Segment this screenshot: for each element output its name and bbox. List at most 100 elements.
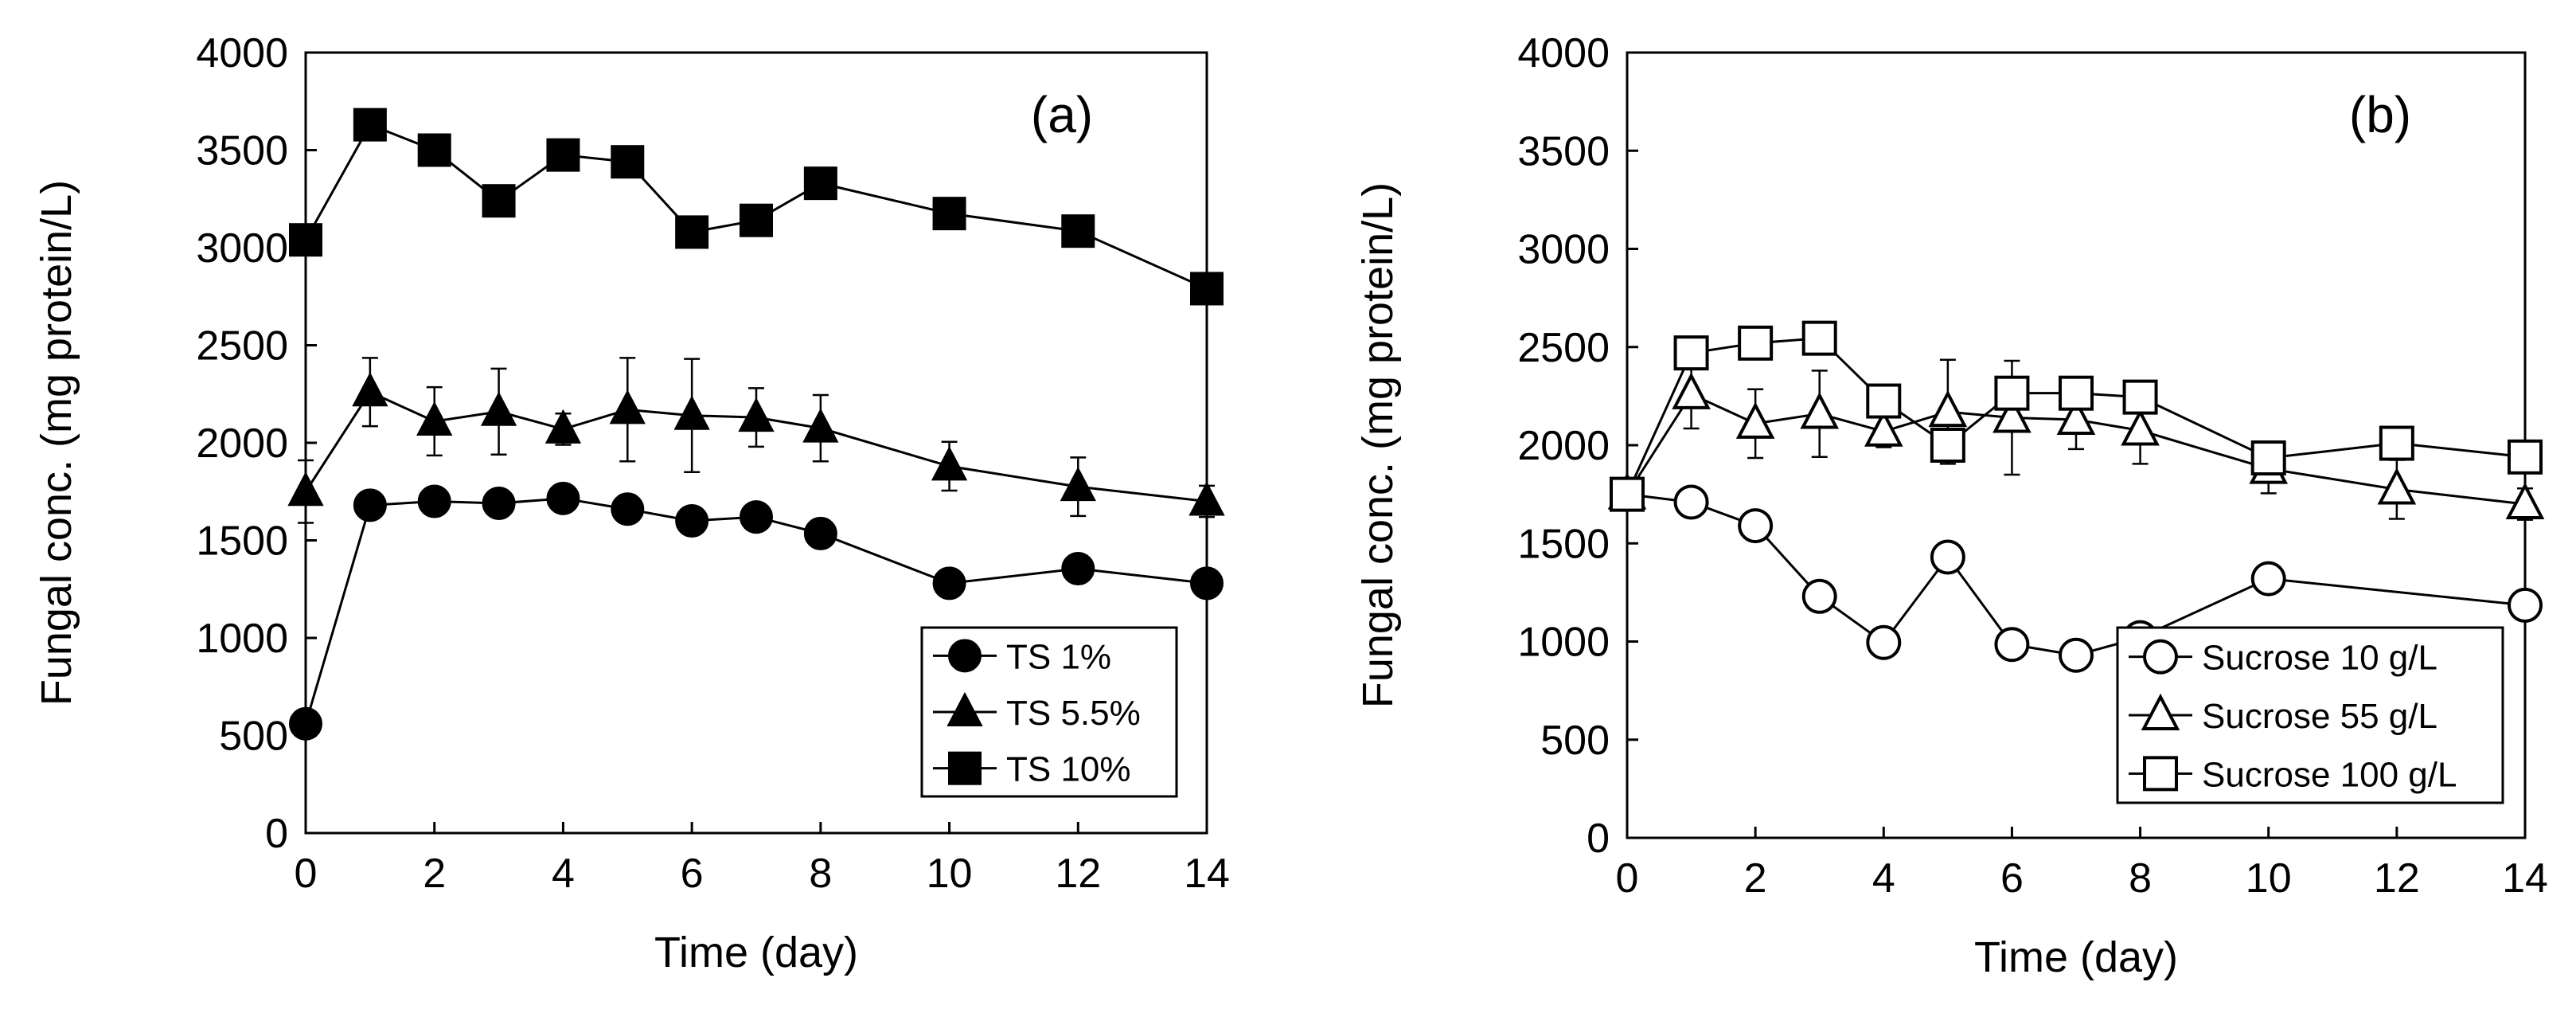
data-point bbox=[1801, 320, 1837, 356]
data-point bbox=[1190, 272, 1224, 306]
data-point bbox=[352, 372, 388, 407]
legend-label: Sucrose 10 g/L bbox=[2202, 639, 2437, 678]
data-point bbox=[2508, 587, 2543, 623]
data-point bbox=[1610, 476, 1645, 512]
x-tick-label: 10 bbox=[927, 851, 973, 897]
series-ts-1- bbox=[289, 481, 1224, 741]
data-point bbox=[1738, 508, 1774, 544]
x-tick-label: 4 bbox=[552, 851, 575, 897]
data-point bbox=[740, 500, 773, 534]
data-point bbox=[2250, 440, 2286, 476]
x-tick-label: 6 bbox=[681, 851, 704, 897]
data-point bbox=[2505, 482, 2545, 519]
legend-label: Sucrose 55 g/L bbox=[2202, 697, 2437, 736]
x-axis-title: Time (day) bbox=[654, 929, 858, 976]
x-tick-label: 0 bbox=[295, 851, 318, 897]
data-point bbox=[1735, 401, 1775, 439]
y-tick-label: 3500 bbox=[1517, 128, 1610, 174]
y-tick-label: 1500 bbox=[1517, 521, 1610, 567]
data-point bbox=[1738, 325, 1774, 361]
data-point bbox=[1928, 389, 1968, 428]
x-tick-label: 8 bbox=[2129, 855, 2152, 902]
data-point bbox=[1673, 484, 1709, 520]
data-point bbox=[803, 166, 837, 201]
data-point bbox=[2379, 425, 2414, 461]
x-tick-label: 2 bbox=[423, 851, 446, 897]
legend-marker bbox=[2141, 693, 2180, 730]
data-point bbox=[1061, 552, 1095, 586]
data-point bbox=[740, 203, 773, 237]
y-tick-label: 2500 bbox=[196, 323, 288, 370]
data-point bbox=[611, 145, 645, 179]
series-ts-5-5- bbox=[287, 357, 1225, 524]
y-axis-title: Fungal conc. (mg protein/L) bbox=[1354, 182, 1402, 708]
x-tick-label: 12 bbox=[1055, 851, 1101, 897]
series-ts-10- bbox=[289, 108, 1224, 306]
panel-label: (a) bbox=[1031, 86, 1093, 143]
legend-label: TS 5.5% bbox=[1006, 694, 1141, 733]
data-point bbox=[1866, 624, 1902, 660]
x-tick-label: 0 bbox=[1616, 855, 1639, 902]
data-point bbox=[2250, 561, 2286, 597]
data-point bbox=[1930, 428, 1965, 463]
legend-marker bbox=[946, 691, 983, 726]
x-tick-label: 4 bbox=[1872, 855, 1895, 902]
data-point bbox=[482, 486, 516, 520]
x-axis-title: Time (day) bbox=[1974, 933, 2178, 981]
data-point bbox=[1061, 214, 1095, 248]
x-tick-label: 6 bbox=[2000, 855, 2024, 902]
data-point bbox=[546, 138, 580, 172]
chart-panel-a: 0 500 1000 1500 2000 2500 3000 3500 4000 0 2 4 6 8 10 1… bbox=[33, 30, 1230, 976]
data-point bbox=[417, 484, 451, 518]
data-point bbox=[1992, 396, 2032, 433]
data-point bbox=[417, 133, 451, 167]
legend-label: Sucrose 100 g/L bbox=[2202, 755, 2457, 794]
data-point bbox=[2377, 468, 2417, 505]
y-tick-label: 1500 bbox=[196, 518, 288, 565]
y-tick-label: 1000 bbox=[1517, 620, 1610, 666]
data-point bbox=[1994, 627, 2030, 663]
y-tick-label: 0 bbox=[265, 811, 288, 857]
series-line bbox=[1626, 393, 2526, 506]
data-point bbox=[353, 488, 387, 522]
data-point bbox=[2059, 375, 2094, 411]
data-point bbox=[2122, 379, 2158, 415]
y-tick-label: 3000 bbox=[196, 225, 288, 272]
data-point bbox=[738, 397, 775, 432]
x-tick-label: 2 bbox=[1744, 855, 1767, 902]
x-tick-label: 10 bbox=[2246, 855, 2292, 902]
x-tick-label: 8 bbox=[809, 851, 832, 897]
y-tick-label: 1000 bbox=[196, 616, 288, 662]
data-point bbox=[802, 408, 839, 443]
y-tick-label: 3500 bbox=[196, 128, 288, 174]
data-point bbox=[416, 401, 453, 436]
x-tick-label: 12 bbox=[2374, 855, 2420, 902]
data-point bbox=[287, 471, 324, 507]
panel-label: (b) bbox=[2349, 86, 2411, 143]
data-point bbox=[675, 504, 709, 538]
data-point bbox=[609, 389, 646, 424]
legend: TS 1% TS 5.5% TS 10% bbox=[920, 626, 1178, 798]
legend-label: TS 10% bbox=[1006, 750, 1131, 789]
data-point bbox=[803, 516, 837, 550]
legend: Sucrose 10 g/L Sucrose 55 g/L Sucrose 100 … bbox=[2116, 626, 2504, 804]
data-point bbox=[2508, 439, 2543, 475]
data-point bbox=[1188, 481, 1225, 516]
data-point bbox=[611, 492, 645, 526]
series-sucrose-100-g-l bbox=[1610, 320, 2543, 512]
y-tick-label: 500 bbox=[219, 714, 288, 760]
data-point bbox=[1060, 466, 1096, 502]
y-axis-title: Fungal conc. (mg protein/L) bbox=[33, 180, 80, 706]
y-tick-label: 500 bbox=[1540, 718, 1610, 764]
data-point bbox=[1673, 335, 1709, 371]
series-sucrose-10-g-l bbox=[1610, 476, 2543, 673]
y-tick-label: 2500 bbox=[1517, 325, 1610, 371]
data-point bbox=[2059, 637, 2094, 673]
data-point bbox=[1672, 372, 1711, 409]
data-point bbox=[673, 395, 710, 430]
data-point bbox=[482, 184, 516, 218]
data-point bbox=[353, 108, 387, 142]
data-point bbox=[289, 706, 322, 741]
